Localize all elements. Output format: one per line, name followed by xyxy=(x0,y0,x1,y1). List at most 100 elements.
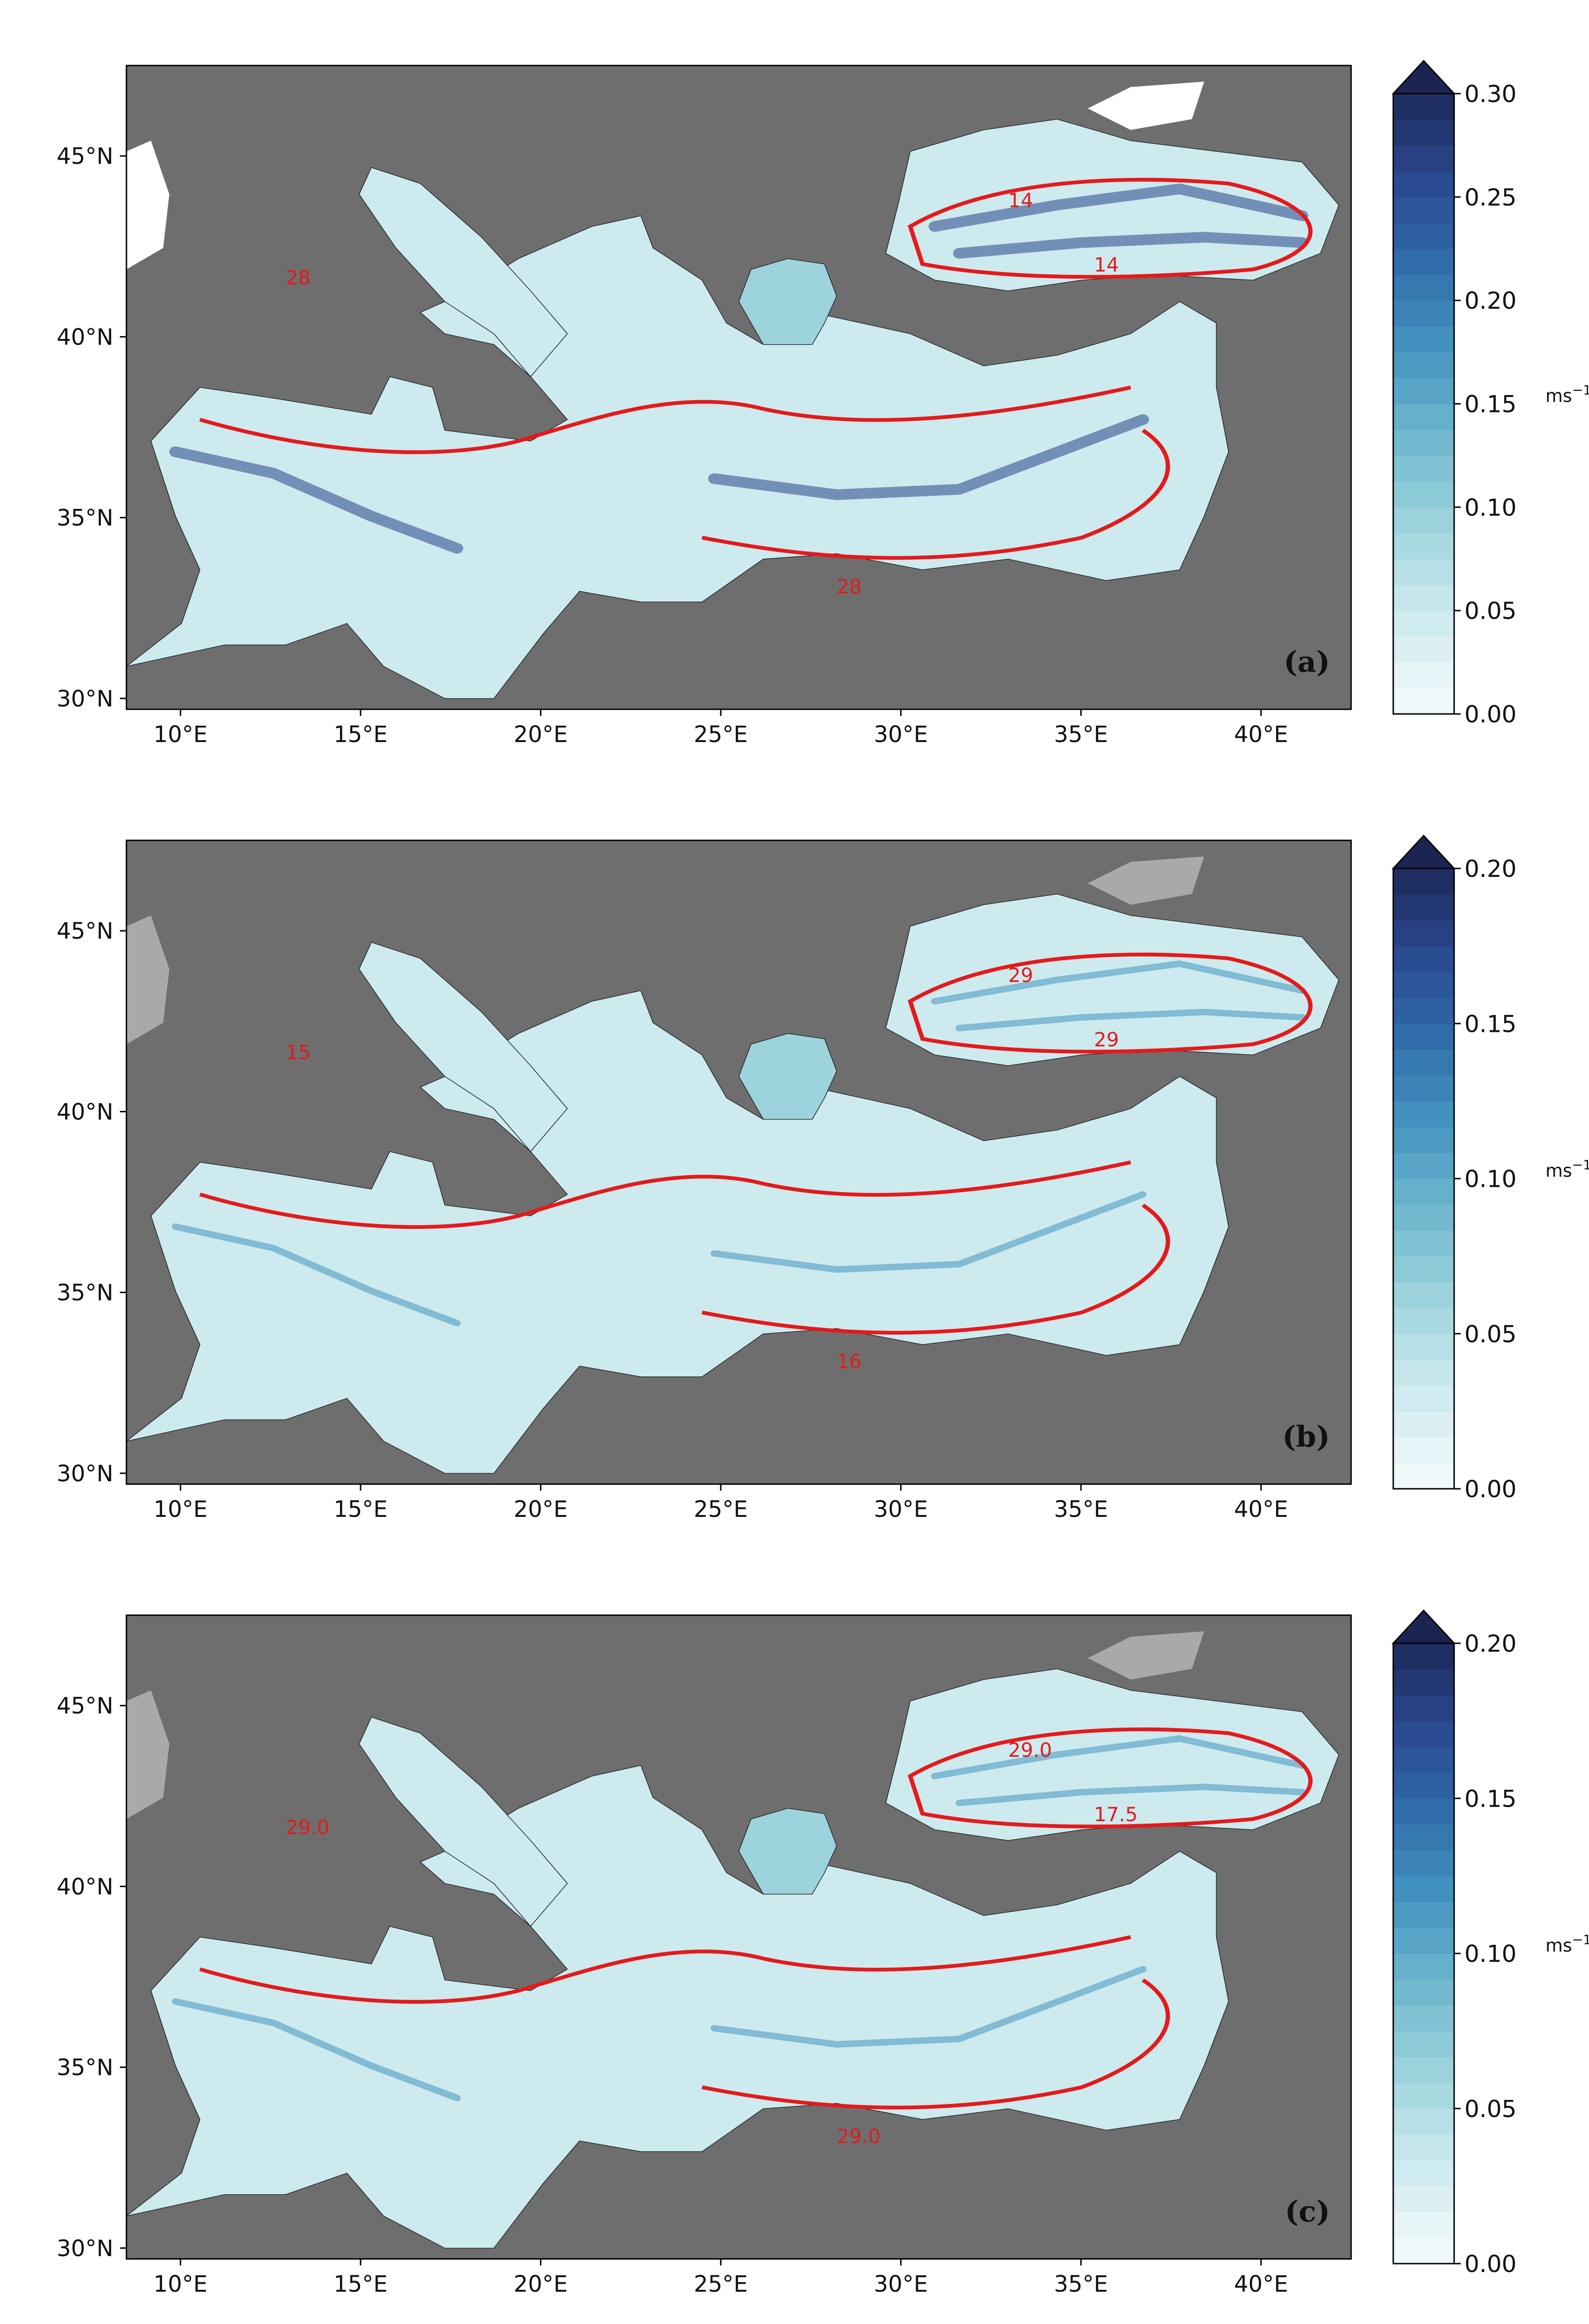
contour-label: 15 xyxy=(286,1041,310,1064)
colorbar-band xyxy=(1393,1979,1454,2006)
lat-tick-label: 30°N xyxy=(57,2236,113,2262)
colorbar-band xyxy=(1393,1850,1454,1876)
colorbar-band xyxy=(1393,1772,1454,1799)
colorbar-band xyxy=(1393,2134,1454,2161)
current-streak xyxy=(171,1998,461,2102)
contour-label: 28 xyxy=(837,575,862,598)
current-streak xyxy=(931,960,1306,1005)
lon-tick-label: 15°E xyxy=(333,2271,387,2297)
colorbar-band xyxy=(1393,1075,1454,1102)
colorbar-band xyxy=(1393,998,1454,1024)
isoline-contour xyxy=(702,1203,1170,1335)
colorbar-band xyxy=(1393,1256,1454,1283)
lon-tick-label: 20°E xyxy=(514,2271,568,2297)
colorbar-band xyxy=(1393,2186,1454,2213)
colorbar-band xyxy=(1393,1308,1454,1334)
colorbar-tick-label: 0.00 xyxy=(1464,2250,1516,2278)
contour-label: 29.0 xyxy=(1008,1739,1052,1762)
lat-tick-label: 35°N xyxy=(57,2055,113,2081)
lon-tick-label: 30°E xyxy=(874,2271,928,2297)
colorbar: 0.00 0.05 0.10 0.15 0.20 ms−1 xyxy=(1391,834,1589,1503)
map-frame xyxy=(126,1614,1352,2260)
colorbar-tick-label: 0.20 xyxy=(1464,287,1516,315)
colorbar-band xyxy=(1393,223,1454,250)
lon-tick-label: 30°E xyxy=(874,721,928,748)
map-panel-1: 28 28 14 14 10°E 15°E 20°E 25°E 30°E 35°E 40°E 30°N… xyxy=(57,59,1589,748)
lon-tick-label: 40°E xyxy=(1234,1496,1288,1522)
colorbar-band xyxy=(1393,1230,1454,1257)
colorbar-band xyxy=(1393,1282,1454,1309)
colorbar-tick-label: 0.25 xyxy=(1464,184,1516,211)
colorbar-tick-label: 0.15 xyxy=(1464,1010,1516,1037)
colorbar: 0.00 0.05 0.10 0.15 0.20 ms−1 xyxy=(1391,1609,1589,2278)
colorbar-band xyxy=(1393,1411,1454,1438)
colorbar-band xyxy=(1393,404,1454,430)
isoline-contour xyxy=(908,177,1313,279)
colorbar-band xyxy=(1393,378,1454,404)
colorbar-band xyxy=(1393,481,1454,508)
colorbar-tick-label: 0.20 xyxy=(1464,855,1516,883)
contour-label: 16 xyxy=(837,1350,862,1373)
colorbar-tick-label: 0.10 xyxy=(1464,1166,1516,1193)
colorbar-tick-label: 0.10 xyxy=(1464,494,1516,521)
lat-tick-label: 30°N xyxy=(57,686,113,712)
colorbar-unit-exponent: −1 xyxy=(1572,1932,1589,1948)
lon-tick-label: 10°E xyxy=(154,2271,207,2297)
current-streak xyxy=(171,1223,461,1327)
panel-label: (a) xyxy=(1284,645,1330,679)
current-streak xyxy=(708,414,1149,500)
colorbar-band xyxy=(1393,249,1454,275)
colorbar-band xyxy=(1393,1669,1454,1696)
colorbar-band xyxy=(1393,1875,1454,1902)
colorbar-band xyxy=(1393,946,1454,972)
colorbar-band xyxy=(1393,1127,1454,1154)
panel-label: (c) xyxy=(1285,2194,1330,2228)
isoline-contour xyxy=(908,952,1313,1054)
lat-tick-label: 40°N xyxy=(57,324,113,350)
colorbar-unit: ms−1 xyxy=(1545,1932,1589,1956)
lon-tick-label: 35°E xyxy=(1054,1496,1108,1522)
colorbar-band xyxy=(1393,119,1454,146)
colorbar-band xyxy=(1393,636,1454,663)
colorbar-tick-label: 0.20 xyxy=(1464,1630,1516,1657)
colorbar-band xyxy=(1393,533,1454,559)
colorbar-tick-label: 0.05 xyxy=(1464,2096,1516,2123)
colorbar-band xyxy=(1393,1153,1454,1179)
current-streak xyxy=(955,1783,1306,1806)
colorbar-band xyxy=(1393,1359,1454,1386)
lat-tick-label: 40°N xyxy=(57,1099,113,1125)
colorbar-band xyxy=(1393,300,1454,327)
colorbar-band xyxy=(1393,1824,1454,1851)
lon-tick-label: 25°E xyxy=(694,721,747,748)
lat-tick-label: 35°N xyxy=(57,1280,113,1306)
isoline-contour xyxy=(199,385,1131,454)
colorbar-band xyxy=(1393,2237,1454,2264)
colorbar-band xyxy=(1393,1437,1454,1464)
colorbar-band xyxy=(1393,662,1454,689)
lon-tick-label: 15°E xyxy=(333,1496,387,1522)
colorbar-band xyxy=(1393,1643,1454,1670)
colorbar-band xyxy=(1393,94,1454,120)
lon-tick-label: 10°E xyxy=(154,1496,207,1522)
map-panel-2: 15 16 29 29 10°E 15°E 20°E 25°E 30°E 35°E 40°E 30°N… xyxy=(57,834,1589,1522)
contour-label: 29 xyxy=(1094,1028,1119,1051)
map-frame xyxy=(126,839,1352,1485)
colorbar-band xyxy=(1393,197,1454,223)
lat-tick-label: 40°N xyxy=(57,1874,113,1900)
isoline-contour xyxy=(908,1727,1313,1829)
colorbar-band xyxy=(1393,274,1454,301)
colorbar-band xyxy=(1393,352,1454,379)
colorbar-band xyxy=(1393,1746,1454,1773)
colorbar-tick-label: 0.05 xyxy=(1464,597,1516,625)
lat-tick-label: 45°N xyxy=(57,918,113,944)
current-streak xyxy=(710,1966,1147,2048)
lat-tick-label: 45°N xyxy=(57,1693,113,1719)
colorbar-band xyxy=(1393,610,1454,637)
colorbar-band xyxy=(1393,1023,1454,1050)
current-streak xyxy=(931,1735,1306,1780)
lon-tick-label: 35°E xyxy=(1054,721,1108,748)
colorbar-band xyxy=(1393,326,1454,353)
contour-label: 14 xyxy=(1008,189,1033,212)
colorbar-band xyxy=(1393,1101,1454,1127)
colorbar-band xyxy=(1393,429,1454,456)
